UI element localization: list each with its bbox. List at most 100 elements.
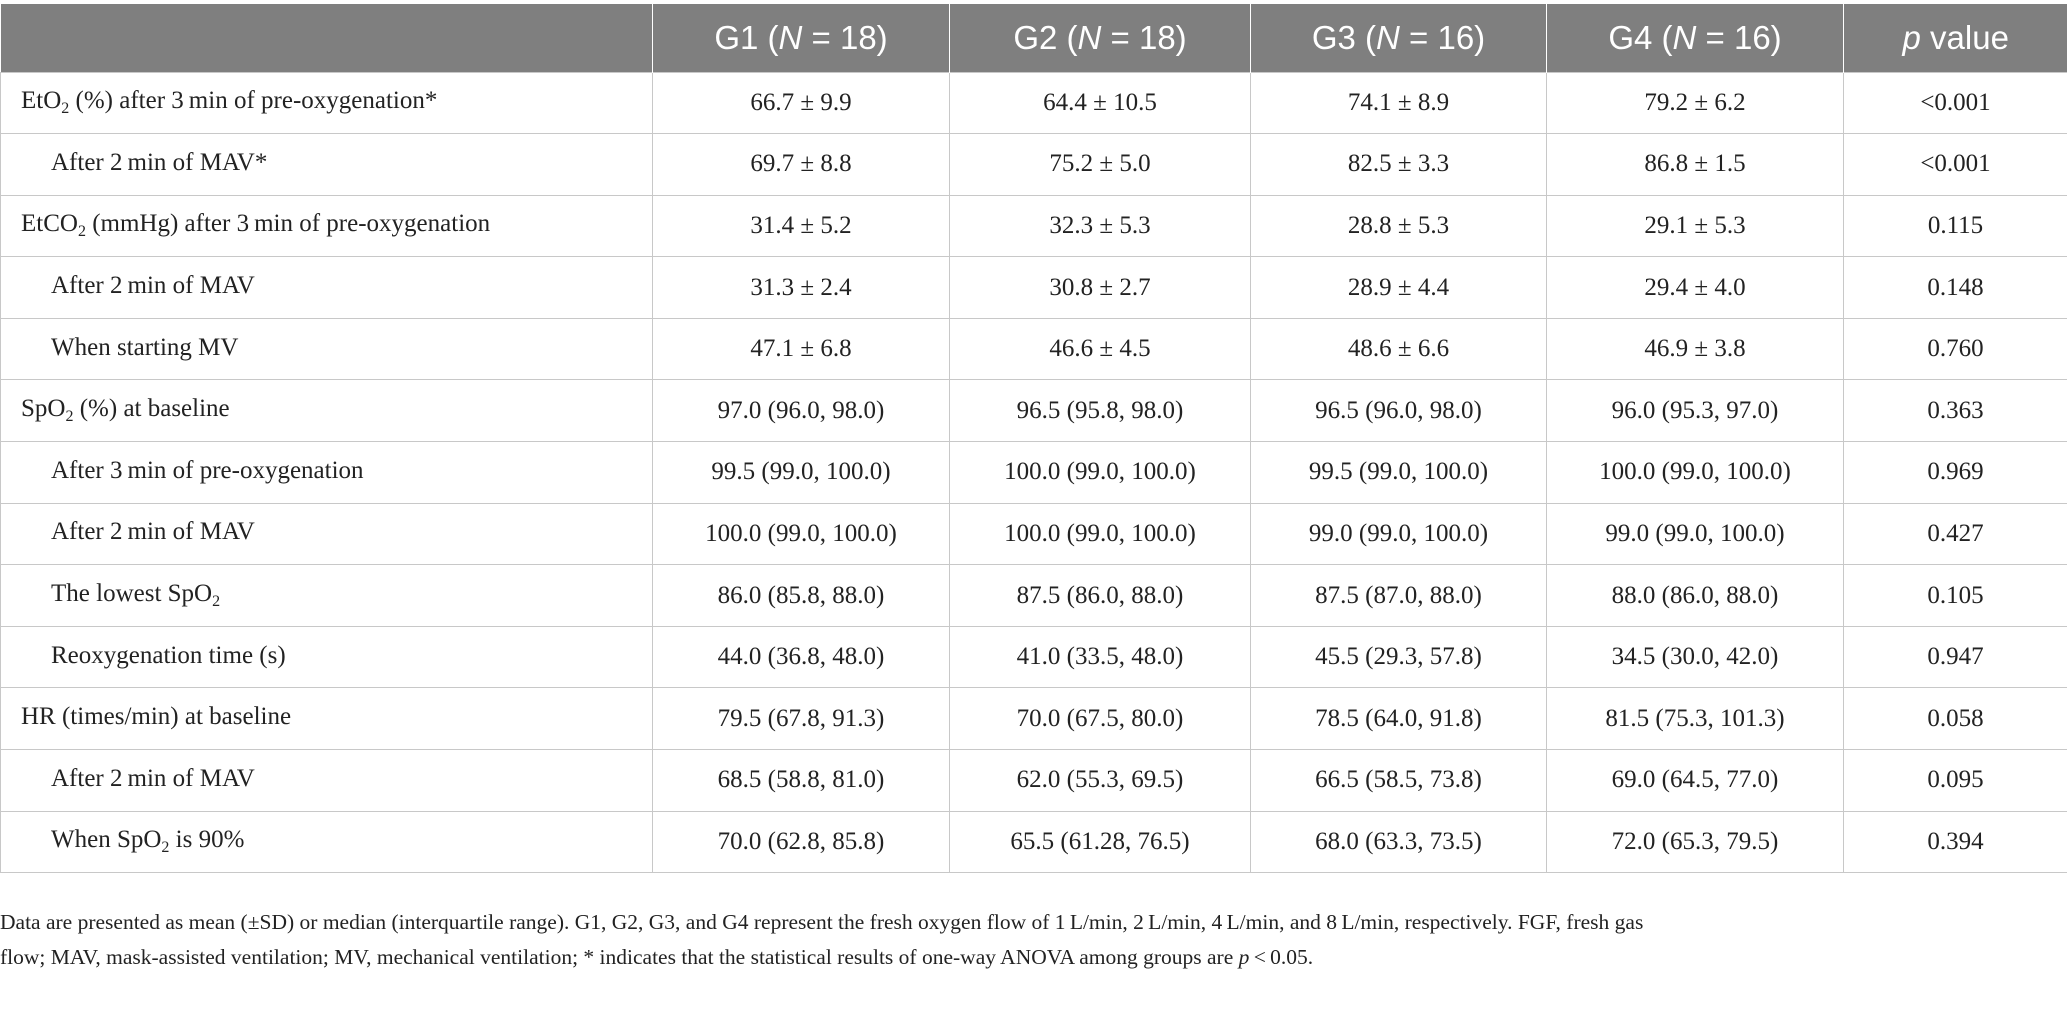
- group-value-cell: 74.1 ± 8.9: [1250, 71, 1547, 135]
- table-row: After 3 min of pre-oxygenation 99.5 (99.0…: [0, 441, 2067, 504]
- group-value-cell: 100.0 (99.0, 100.0): [949, 441, 1251, 504]
- row-label-subscript: 2: [161, 839, 170, 857]
- table-body: EtO2 (%) after 3 min of pre-oxygenation*…: [0, 71, 2067, 874]
- column-header-italic: N: [1672, 18, 1697, 56]
- row-label-suffix: (%) after 3 min of pre-oxygenation*: [69, 87, 438, 115]
- row-label-suffix: (%) at baseline: [73, 395, 230, 423]
- row-label-text: After 3 min of pre-oxygenation: [51, 456, 364, 484]
- p-value-cell: 0.095: [1843, 749, 2067, 812]
- column-header-italic: p: [1902, 18, 1921, 56]
- group-value-cell: 62.0 (55.3, 69.5): [949, 749, 1251, 812]
- group-value-cell: 78.5 (64.0, 91.8): [1250, 687, 1547, 751]
- column-header-3: G3 (N = 16): [1250, 4, 1547, 72]
- group-value-cell: 28.8 ± 5.3: [1250, 194, 1547, 258]
- p-value-cell: 0.394: [1843, 810, 2067, 874]
- row-label-text: The lowest SpO: [51, 580, 213, 608]
- column-header-text: G3 (: [1311, 18, 1377, 56]
- group-value-cell: 68.0 (63.3, 73.5): [1250, 810, 1547, 874]
- column-header-suffix: = 16): [1696, 18, 1782, 56]
- row-label: After 2 min of MAV: [0, 256, 653, 319]
- row-label-text: SpO: [21, 395, 66, 423]
- group-value-cell: 70.0 (67.5, 80.0): [949, 687, 1251, 751]
- group-value-cell: 32.3 ± 5.3: [949, 194, 1251, 258]
- table-row: Reoxygenation time (s) 44.0 (36.8, 48.0) 4…: [0, 625, 2067, 689]
- group-value-cell: 100.0 (99.0, 100.0): [652, 502, 950, 566]
- p-value-cell: 0.947: [1843, 625, 2067, 689]
- group-value-cell: 46.6 ± 4.5: [949, 317, 1251, 381]
- group-value-cell: 31.3 ± 2.4: [652, 256, 950, 319]
- group-value-cell: 48.6 ± 6.6: [1250, 317, 1547, 381]
- header-row: G1 (N = 18) G2 (N = 18) G3 (N = 16) G4 (N =…: [0, 4, 2067, 72]
- p-value-cell: 0.969: [1843, 441, 2067, 504]
- footnote-line-2-text: flow; MAV, mask-assisted ventilation; MV…: [0, 945, 1239, 969]
- p-value-cell: 0.105: [1843, 564, 2067, 627]
- row-label: SpO2 (%) at baseline: [0, 379, 653, 443]
- row-label: Reoxygenation time (s): [0, 625, 653, 689]
- group-value-cell: 30.8 ± 2.7: [949, 256, 1251, 319]
- p-value-cell: 0.115: [1843, 194, 2067, 258]
- group-value-cell: 66.5 (58.5, 73.8): [1250, 749, 1547, 812]
- table-row: SpO2 (%) at baseline 97.0 (96.0, 98.0) 96.…: [0, 379, 2067, 443]
- group-value-cell: 68.5 (58.8, 81.0): [652, 749, 950, 812]
- table-row: After 2 min of MAV 68.5 (58.8, 81.0) 62.0 …: [0, 749, 2067, 812]
- group-value-cell: 70.0 (62.8, 85.8): [652, 810, 950, 874]
- group-value-cell: 47.1 ± 6.8: [652, 317, 950, 381]
- table-row: EtO2 (%) after 3 min of pre-oxygenation*…: [0, 71, 2067, 135]
- group-value-cell: 99.0 (99.0, 100.0): [1250, 502, 1547, 566]
- results-table: G1 (N = 18) G2 (N = 18) G3 (N = 16) G4 (N =…: [0, 4, 2067, 874]
- group-value-cell: 29.1 ± 5.3: [1546, 194, 1844, 258]
- column-header-5: p value: [1843, 4, 2067, 72]
- column-header-suffix: = 16): [1399, 18, 1486, 56]
- row-label: The lowest SpO2: [0, 564, 653, 627]
- row-label: EtO2 (%) after 3 min of pre-oxygenation*: [0, 71, 653, 135]
- footnote-line-2-end: < 0.05.: [1249, 945, 1314, 969]
- column-header-2: G2 (N = 18): [949, 4, 1251, 72]
- group-value-cell: 96.0 (95.3, 97.0): [1546, 379, 1844, 443]
- row-label-suffix: is 90%: [169, 826, 245, 854]
- group-value-cell: 41.0 (33.5, 48.0): [949, 625, 1251, 689]
- row-label: EtCO2 (mmHg) after 3 min of pre-oxygenat…: [0, 194, 653, 258]
- column-header-text: G1 (: [714, 18, 779, 56]
- group-value-cell: 97.0 (96.0, 98.0): [652, 379, 950, 443]
- group-value-cell: 69.0 (64.5, 77.0): [1546, 749, 1844, 812]
- group-value-cell: 28.9 ± 4.4: [1250, 256, 1547, 319]
- row-label-text: After 2 min of MAV: [51, 272, 255, 300]
- footnote-line-1: Data are presented as mean (±SD) or medi…: [0, 910, 1644, 934]
- group-value-cell: 96.5 (96.0, 98.0): [1250, 379, 1547, 443]
- row-label-suffix: (mmHg) after 3 min of pre-oxygenation: [85, 210, 491, 238]
- row-label-text: EtCO: [21, 210, 78, 238]
- column-header-italic: N: [778, 18, 803, 56]
- row-label-text: After 2 min of MAV: [51, 764, 255, 792]
- p-value-cell: 0.148: [1843, 256, 2067, 319]
- group-value-cell: 72.0 (65.3, 79.5): [1546, 810, 1844, 874]
- table-header: G1 (N = 18) G2 (N = 18) G3 (N = 16) G4 (N =…: [0, 4, 2067, 72]
- group-value-cell: 87.5 (86.0, 88.0): [949, 564, 1251, 627]
- table-row: After 2 min of MAV 100.0 (99.0, 100.0) 100…: [0, 502, 2067, 566]
- footnote-line-2: flow; MAV, mask-assisted ventilation; MV…: [0, 940, 2060, 975]
- group-value-cell: 88.0 (86.0, 88.0): [1546, 564, 1844, 627]
- row-label-text: Reoxygenation time (s): [51, 641, 286, 669]
- column-header-suffix: value: [1920, 18, 2009, 56]
- row-label: When starting MV: [0, 317, 653, 381]
- row-label: When SpO2 is 90%: [0, 810, 653, 874]
- group-value-cell: 45.5 (29.3, 57.8): [1250, 625, 1547, 689]
- table-row: EtCO2 (mmHg) after 3 min of pre-oxygenat…: [0, 194, 2067, 258]
- row-label-text: EtO: [21, 87, 62, 115]
- row-label: After 3 min of pre-oxygenation: [0, 441, 653, 504]
- column-header-0: [0, 4, 653, 72]
- row-label-subscript: 2: [61, 100, 70, 118]
- row-label-text: After 2 min of MAV*: [51, 148, 268, 176]
- table-row: After 2 min of MAV* 69.7 ± 8.8 75.2 ± 5.0 8…: [0, 133, 2067, 196]
- group-value-cell: 86.8 ± 1.5: [1546, 133, 1844, 196]
- p-value-cell: 0.363: [1843, 379, 2067, 443]
- group-value-cell: 99.5 (99.0, 100.0): [1250, 441, 1547, 504]
- row-label-text: After 2 min of MAV: [51, 518, 255, 546]
- row-label: After 2 min of MAV*: [0, 133, 653, 196]
- group-value-cell: 66.7 ± 9.9: [652, 71, 950, 135]
- p-value-cell: 0.058: [1843, 687, 2067, 751]
- group-value-cell: 75.2 ± 5.0: [949, 133, 1251, 196]
- group-value-cell: 81.5 (75.3, 101.3): [1546, 687, 1844, 751]
- row-label-subscript: 2: [77, 223, 86, 241]
- table-row: When SpO2 is 90% 70.0 (62.8, 85.8) 65.5 (6…: [0, 810, 2067, 874]
- group-value-cell: 31.4 ± 5.2: [652, 194, 950, 258]
